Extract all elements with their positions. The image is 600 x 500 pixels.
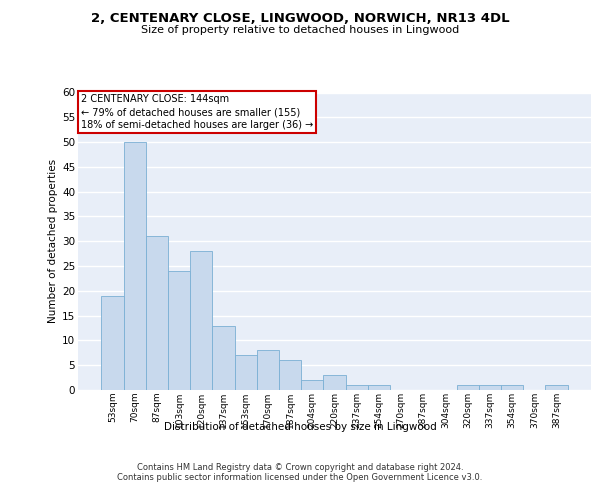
Bar [190, 251, 212, 390]
Bar [101, 296, 124, 390]
Text: 2 CENTENARY CLOSE: 144sqm
← 79% of detached houses are smaller (155)
18% of semi: 2 CENTENARY CLOSE: 144sqm ← 79% of detac… [80, 94, 313, 130]
Bar [146, 236, 168, 390]
Bar [323, 375, 346, 390]
Bar [257, 350, 279, 390]
Bar [124, 142, 146, 390]
Bar [545, 385, 568, 390]
Bar [235, 356, 257, 390]
Y-axis label: Number of detached properties: Number of detached properties [48, 159, 58, 324]
Bar [168, 271, 190, 390]
Bar [212, 326, 235, 390]
Bar [368, 385, 390, 390]
Bar [346, 385, 368, 390]
Bar [479, 385, 501, 390]
Text: Size of property relative to detached houses in Lingwood: Size of property relative to detached ho… [141, 25, 459, 35]
Bar [279, 360, 301, 390]
Text: Distribution of detached houses by size in Lingwood: Distribution of detached houses by size … [164, 422, 436, 432]
Bar [457, 385, 479, 390]
Text: Contains HM Land Registry data © Crown copyright and database right 2024.: Contains HM Land Registry data © Crown c… [137, 462, 463, 471]
Bar [501, 385, 523, 390]
Text: 2, CENTENARY CLOSE, LINGWOOD, NORWICH, NR13 4DL: 2, CENTENARY CLOSE, LINGWOOD, NORWICH, N… [91, 12, 509, 26]
Text: Contains public sector information licensed under the Open Government Licence v3: Contains public sector information licen… [118, 472, 482, 482]
Bar [301, 380, 323, 390]
